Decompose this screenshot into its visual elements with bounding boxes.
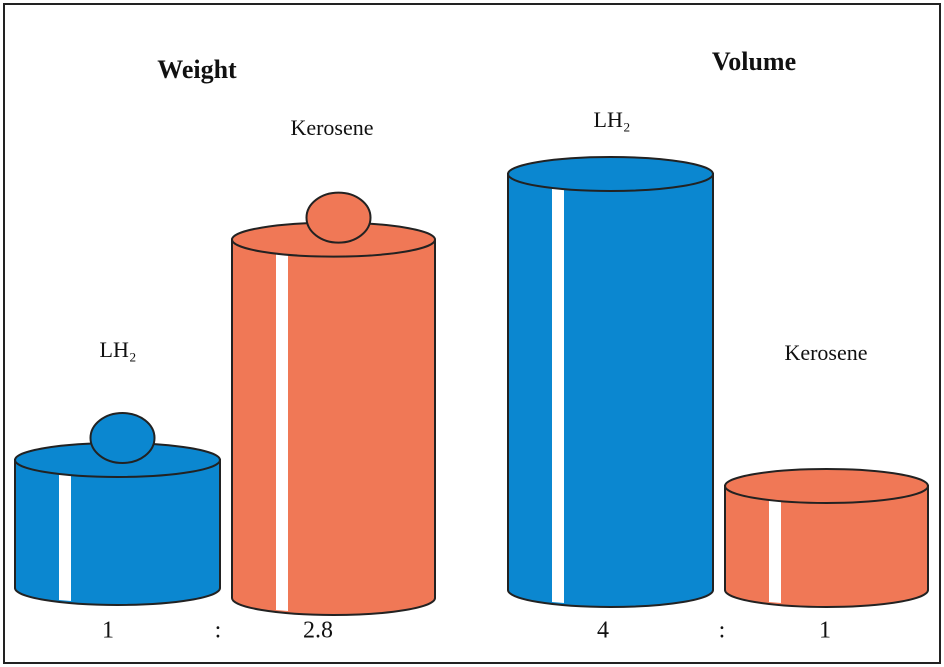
- item-label: Kerosene: [290, 115, 373, 140]
- item-label: Kerosene: [784, 340, 867, 365]
- cylinder-top: [507, 156, 714, 192]
- highlight: [59, 474, 71, 601]
- highlight: [769, 500, 781, 603]
- panel-title: Weight: [157, 55, 237, 84]
- highlight: [276, 253, 288, 611]
- separator: :: [215, 618, 222, 644]
- cylinder-body: [507, 173, 714, 608]
- cylinder-body: [14, 459, 221, 606]
- ratio-value: 1: [819, 618, 831, 644]
- knob: [305, 191, 372, 244]
- knob: [89, 412, 156, 464]
- cylinder-top: [724, 468, 929, 504]
- item-label: LH₂: [594, 107, 631, 132]
- ratio-value: 2.8: [303, 618, 333, 644]
- separator: :: [719, 618, 726, 644]
- cylinder-body: [231, 238, 436, 616]
- cylinder: [14, 412, 221, 606]
- cylinder: [507, 156, 714, 608]
- cylinder: [724, 468, 929, 608]
- panel-title: Volume: [712, 47, 796, 76]
- cylinder: [231, 191, 436, 616]
- ratio-value: 4: [597, 618, 609, 644]
- ratio-value: 1: [102, 618, 114, 644]
- cylinder-body: [724, 485, 929, 608]
- item-label: LH₂: [100, 337, 137, 362]
- highlight: [552, 188, 564, 603]
